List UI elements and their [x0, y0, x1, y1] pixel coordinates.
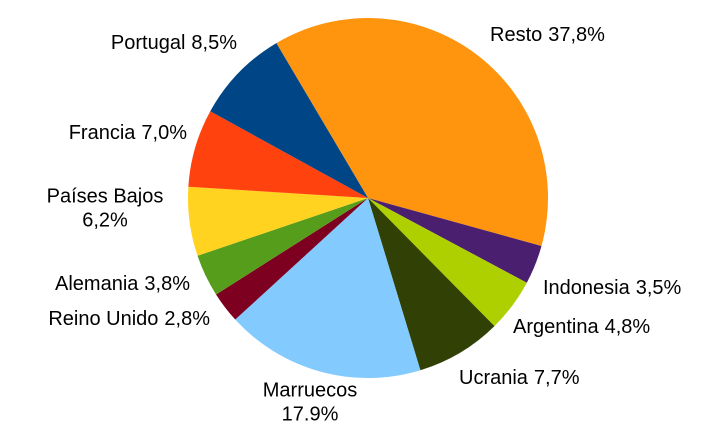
pie-slice	[188, 186, 368, 256]
slice-label-group: Indonesia 3,5%	[543, 277, 682, 299]
pie-slice	[368, 198, 527, 327]
slice-label-group: Argentina 4,8%	[513, 316, 650, 338]
slice-label: Indonesia	[543, 277, 631, 299]
pie-slice	[235, 198, 421, 378]
slice-label: Resto	[490, 24, 542, 46]
slice-value-label: 6,2%	[82, 209, 128, 231]
slice-label: Ucrania	[459, 367, 529, 389]
slice-label: Argentina	[513, 316, 599, 338]
slice-label-group: Resto 37,8%	[490, 24, 605, 46]
slice-label-group: Alemania 3,8%	[55, 273, 190, 295]
slice-value-label: 7,0%	[141, 122, 187, 144]
slice-label-group: Francia 7,0%	[69, 122, 188, 144]
pie-slice	[368, 198, 542, 283]
slice-label-group: Ucrania 7,7%	[459, 367, 580, 389]
slice-value-label: 7,7%	[534, 367, 580, 389]
slice-label: Reino Unido	[48, 308, 158, 330]
slice-label: Portugal	[111, 32, 186, 54]
slice-label: Francia	[69, 122, 137, 144]
slice-value-label: 17.9%	[282, 403, 339, 425]
pie-slice	[216, 198, 368, 320]
slice-label-group: Portugal 8,5%	[111, 32, 237, 54]
pie-slice	[276, 17, 549, 247]
slice-label: Alemania	[55, 273, 139, 295]
slice-value-label: 8,5%	[191, 32, 237, 54]
slice-value-label: 3,5%	[636, 277, 682, 299]
slice-label-group: Reino Unido 2,8%	[48, 308, 210, 330]
pie-slice	[368, 198, 495, 371]
slice-value-label: 3,8%	[144, 273, 190, 295]
slice-label: Países Bajos	[47, 185, 164, 207]
pie-slice	[210, 43, 368, 198]
slice-value-label: 4,8%	[605, 316, 651, 338]
slice-value-label: 37,8%	[548, 24, 605, 46]
pie-slice	[197, 198, 368, 295]
slice-value-label: 2,8%	[164, 308, 210, 330]
pie-slice	[188, 111, 368, 198]
slice-label: Marruecos	[263, 379, 357, 401]
